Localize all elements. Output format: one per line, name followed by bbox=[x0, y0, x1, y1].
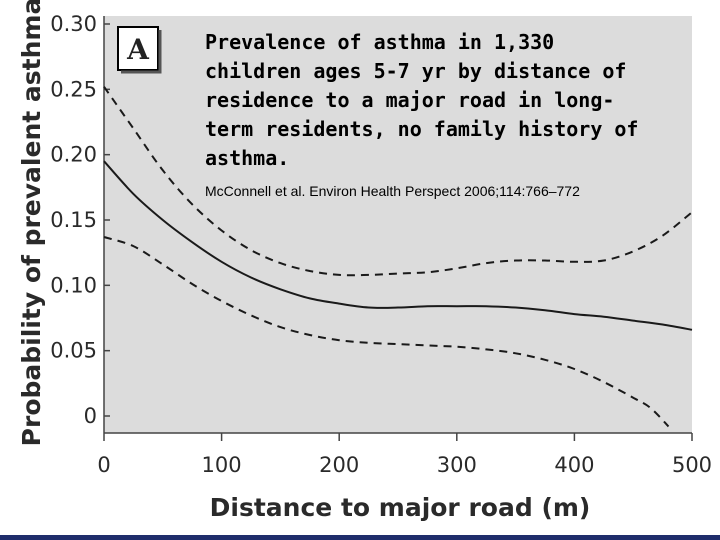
y-tick-label: 0.15 bbox=[50, 208, 97, 232]
y-tick-label: 0.10 bbox=[50, 273, 97, 297]
x-tick-label: 300 bbox=[437, 453, 477, 477]
axes bbox=[103, 16, 692, 434]
upper-ci-line bbox=[103, 86, 693, 277]
bottom-border bbox=[0, 535, 720, 540]
y-tick-label: 0 bbox=[84, 404, 97, 428]
title-line-5: asthma. bbox=[205, 146, 289, 170]
title-line-1: Prevalence of asthma in 1,330 bbox=[205, 30, 554, 54]
x-tick-label: 400 bbox=[554, 453, 594, 477]
chart-title: Prevalence of asthma in 1,330 children a… bbox=[205, 30, 638, 170]
panel-label: A bbox=[126, 33, 150, 66]
title-line-3: residence to a major road in long- bbox=[205, 88, 614, 112]
x-axis-ticks: 0 100 200 300 400 500 bbox=[97, 433, 712, 477]
y-tick-label: 0.25 bbox=[50, 77, 97, 101]
lower-ci-line bbox=[103, 236, 670, 428]
title-line-4: term residents, no family history of bbox=[205, 117, 638, 141]
x-tick-label: 200 bbox=[319, 453, 359, 477]
series-group bbox=[103, 86, 693, 428]
y-tick-label: 0.20 bbox=[50, 143, 97, 167]
y-tick-label: 0.30 bbox=[50, 12, 97, 36]
y-axis-ticks: 0 0.05 0.10 0.15 0.20 0.25 0.30 bbox=[50, 12, 110, 428]
x-tick-label: 500 bbox=[672, 453, 712, 477]
citation: McConnell et al. Environ Health Perspect… bbox=[205, 183, 580, 199]
estimate-line bbox=[103, 160, 693, 331]
panel-label-box: A bbox=[117, 26, 162, 74]
y-axis-label: Probability of prevalent asthma bbox=[17, 0, 46, 446]
x-tick-label: 100 bbox=[202, 453, 242, 477]
y-tick-label: 0.05 bbox=[50, 339, 97, 363]
plot-area bbox=[104, 16, 692, 433]
x-tick-label: 0 bbox=[97, 453, 110, 477]
x-axis-label: Distance to major road (m) bbox=[210, 493, 591, 522]
title-line-2: children ages 5-7 yr by distance of bbox=[205, 59, 626, 83]
